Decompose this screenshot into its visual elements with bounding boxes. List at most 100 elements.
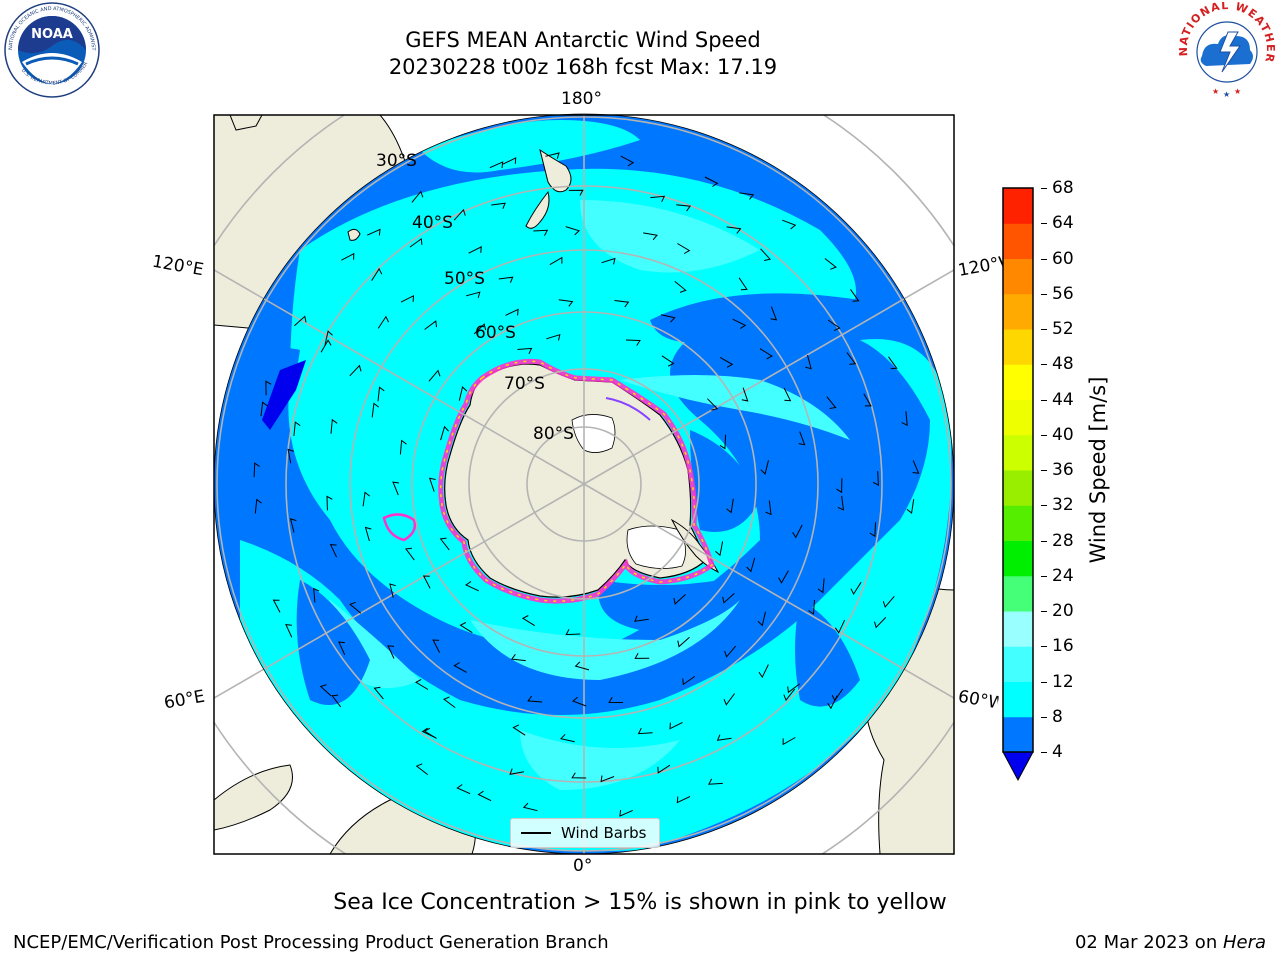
wind-barb <box>424 320 437 330</box>
sea-ice-caption: Sea Ice Concentration > 15% is shown in … <box>333 890 947 915</box>
colorbar-tick-label: 40 <box>1052 424 1074 445</box>
colorbar-segment <box>1003 364 1033 400</box>
wind-barb <box>824 258 837 270</box>
colorbar-tick-label: 20 <box>1052 601 1074 621</box>
wind-barb <box>362 491 371 507</box>
colorbar-tick-mark <box>1041 505 1047 507</box>
lat-label-50: 50°S <box>444 269 485 289</box>
wind-barb <box>850 289 860 302</box>
wind-barb <box>912 460 920 474</box>
wind-barb <box>517 347 533 355</box>
colorbar-tick-mark <box>1041 258 1047 260</box>
wind-barb <box>723 693 736 706</box>
colorbar-extend-min <box>1002 751 1034 782</box>
antarctic-peninsula <box>670 518 720 574</box>
wind-barb <box>643 232 658 241</box>
colorbar <box>1002 187 1034 782</box>
wind-barb <box>760 248 772 261</box>
wind-barb <box>738 277 748 291</box>
new-zealand-landmass <box>539 148 572 193</box>
colorbar-tick-mark <box>1041 575 1047 577</box>
wind-barb <box>716 734 732 741</box>
wind-barb <box>509 768 524 775</box>
wind-barb <box>439 537 450 551</box>
wind-barb <box>677 243 691 254</box>
wind-barb <box>707 398 719 411</box>
wind-barb <box>798 431 806 446</box>
wind-barb <box>614 300 630 308</box>
wind-barb <box>619 809 633 817</box>
wind-barb <box>392 481 400 496</box>
wind-barb <box>272 599 281 613</box>
colorbar-tick-label: 4 <box>1052 742 1063 762</box>
colorbar-tick-mark <box>1041 752 1047 753</box>
colorbar-tick-label: 12 <box>1052 671 1074 692</box>
svg-text:★: ★ <box>1223 90 1230 99</box>
wind-barb <box>869 522 876 538</box>
footer-host: Hera <box>1222 932 1266 953</box>
wind-barb <box>732 318 747 330</box>
wind-barb <box>757 611 766 627</box>
colorbar-tick-mark <box>1041 293 1047 295</box>
lat-label-40: 40°S <box>412 213 453 233</box>
wind-barb <box>313 587 320 603</box>
wind-barbs <box>253 152 920 817</box>
wind-barb <box>293 421 301 437</box>
wind-barb <box>676 204 692 212</box>
map-frame-content <box>214 115 954 854</box>
wind-barb <box>533 229 549 236</box>
colorbar-segment <box>1003 258 1033 295</box>
wind-barb <box>364 526 372 542</box>
colorbar-segment <box>1003 434 1033 471</box>
colorbar-tick-label: 44 <box>1052 389 1074 410</box>
wind-barb <box>377 315 390 329</box>
wind-barb <box>522 802 538 812</box>
ross-ice-shelf <box>571 414 616 453</box>
wind-barb <box>661 355 675 367</box>
footer-date: 02 Mar 2023 on Hera <box>1075 932 1266 953</box>
wind-barb <box>373 686 384 700</box>
colorbar-tick-label: 60 <box>1052 248 1074 269</box>
wind-barb <box>708 778 723 785</box>
map-legend: Wind Barbs <box>510 818 660 848</box>
wind-barb <box>827 319 841 332</box>
wind-barb <box>850 581 862 596</box>
wind-barb <box>634 615 649 622</box>
wind-barb <box>719 356 734 368</box>
colorbar-segment <box>1003 575 1033 612</box>
wind-barb <box>498 276 514 283</box>
wind-barb <box>906 499 915 514</box>
colorbar-tick-mark <box>1041 329 1047 330</box>
colorbar-segment <box>1003 329 1033 365</box>
colorbar-tick-mark <box>1041 188 1047 189</box>
wind-barb <box>326 495 333 511</box>
colorbar-segment <box>1003 540 1033 577</box>
lon-label-bottom: 0° <box>573 856 593 876</box>
wind-barb <box>660 314 676 323</box>
wind-barb <box>715 541 724 557</box>
wind-barb <box>527 695 543 703</box>
wind-barb <box>404 547 415 561</box>
wind-barb <box>724 645 737 658</box>
sea-ice-edge <box>382 358 715 604</box>
wind-barb <box>453 208 466 221</box>
wind-barb <box>620 155 635 167</box>
wind-barb <box>265 380 272 396</box>
wind-barb <box>411 190 424 203</box>
wind-barb <box>489 161 504 169</box>
wind-barb <box>400 294 415 303</box>
wind-barb <box>415 763 429 775</box>
colorbar-segment <box>1003 646 1033 682</box>
wind-barb <box>837 495 845 511</box>
wind-barb <box>673 594 686 605</box>
wind-barb <box>289 518 297 533</box>
lat-label-70: 70°S <box>504 374 545 394</box>
wind-barb <box>338 641 346 656</box>
wind-barb <box>459 622 473 634</box>
lon-label-top: 180° <box>561 89 602 109</box>
wind-barb <box>805 354 812 370</box>
wind-barb <box>760 460 769 475</box>
colorbar-tick-mark <box>1041 223 1047 225</box>
wind-barb <box>473 323 487 335</box>
